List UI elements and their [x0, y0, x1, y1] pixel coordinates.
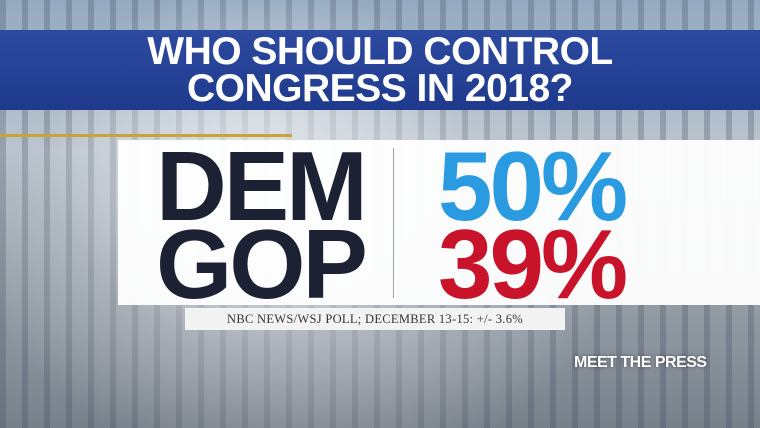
results-panel: DEM GOP 50% 39% [118, 131, 760, 319]
divider [393, 148, 394, 298]
title-band: WHO SHOULD CONTROL CONGRESS IN 2018? [0, 30, 760, 110]
title-line: CONGRESS IN 2018? [187, 67, 573, 110]
logo: MEET THE PRESS [574, 354, 707, 371]
title: WHO SHOULD CONTROL CONGRESS IN 2018? [0, 30, 760, 110]
party-label: DEM [156, 131, 368, 241]
title-line: WHO SHOULD CONTROL [147, 30, 613, 73]
source: NBC NEWS/WSJ POLL; DECEMBER 13-15: +/- 3… [185, 308, 565, 330]
party-label: GOP [156, 209, 368, 319]
party-value: 50% [438, 131, 628, 241]
accent-line [0, 134, 292, 137]
party-value: 39% [438, 209, 628, 319]
